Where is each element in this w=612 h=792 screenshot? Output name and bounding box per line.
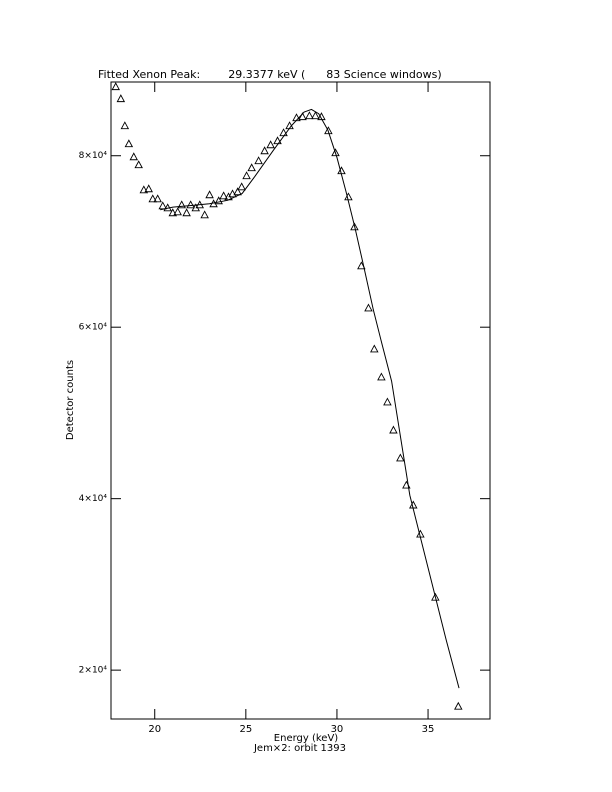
subtitle: Jem×2: orbit 1393	[253, 743, 346, 754]
data-point	[364, 303, 373, 312]
data-point	[396, 453, 405, 462]
data-point	[370, 344, 379, 353]
data-point	[219, 191, 228, 200]
data-point	[266, 140, 275, 149]
data-point	[214, 196, 223, 205]
data-point	[120, 121, 130, 130]
data-point	[129, 152, 139, 161]
y-tick-label: 8×10⁴	[79, 151, 108, 161]
data-point	[350, 222, 359, 231]
x-tick-label: 25	[239, 724, 252, 735]
data-point	[233, 187, 242, 196]
data-point	[242, 171, 251, 180]
data-point	[182, 208, 191, 217]
data-point	[305, 111, 314, 120]
data-point	[431, 592, 440, 601]
data-point	[237, 182, 246, 191]
y-tick-label: 6×10⁴	[79, 323, 108, 333]
data-point	[111, 82, 120, 91]
data-point	[144, 184, 153, 193]
data-point	[247, 163, 256, 172]
data-point	[177, 200, 186, 209]
x-tick-label: 30	[331, 724, 344, 735]
data-point	[153, 194, 162, 203]
data-point	[324, 126, 333, 135]
data-point	[186, 200, 195, 209]
data-point	[124, 139, 134, 148]
data-point	[389, 425, 398, 434]
data-point	[139, 185, 149, 194]
y-tick-label: 4×10⁴	[79, 494, 108, 504]
data-point	[311, 111, 320, 120]
data-point	[260, 146, 269, 155]
x-axis-label: Energy (keV)	[274, 733, 339, 744]
data-point	[148, 194, 157, 203]
data-point	[205, 190, 214, 199]
data-point	[377, 372, 386, 381]
chart-title: Fitted Xenon Peak: 29.3377 keV ( 83 Scie…	[98, 68, 442, 81]
data-point	[168, 208, 178, 217]
data-point	[331, 148, 340, 157]
data-point	[134, 160, 143, 169]
data-point	[200, 210, 209, 219]
data-point	[383, 397, 392, 406]
y-axis-label: Detector counts	[65, 360, 76, 440]
data-point	[116, 94, 126, 103]
x-tick-label: 35	[422, 724, 435, 735]
data-point	[454, 701, 463, 710]
y-tick-label: 2×10⁴	[79, 666, 108, 676]
plot-frame	[110, 81, 491, 720]
data-point	[254, 156, 263, 165]
data-point	[173, 207, 182, 216]
x-tick-label: 20	[148, 724, 161, 735]
fit-line	[160, 108, 460, 689]
data-point	[273, 136, 282, 145]
